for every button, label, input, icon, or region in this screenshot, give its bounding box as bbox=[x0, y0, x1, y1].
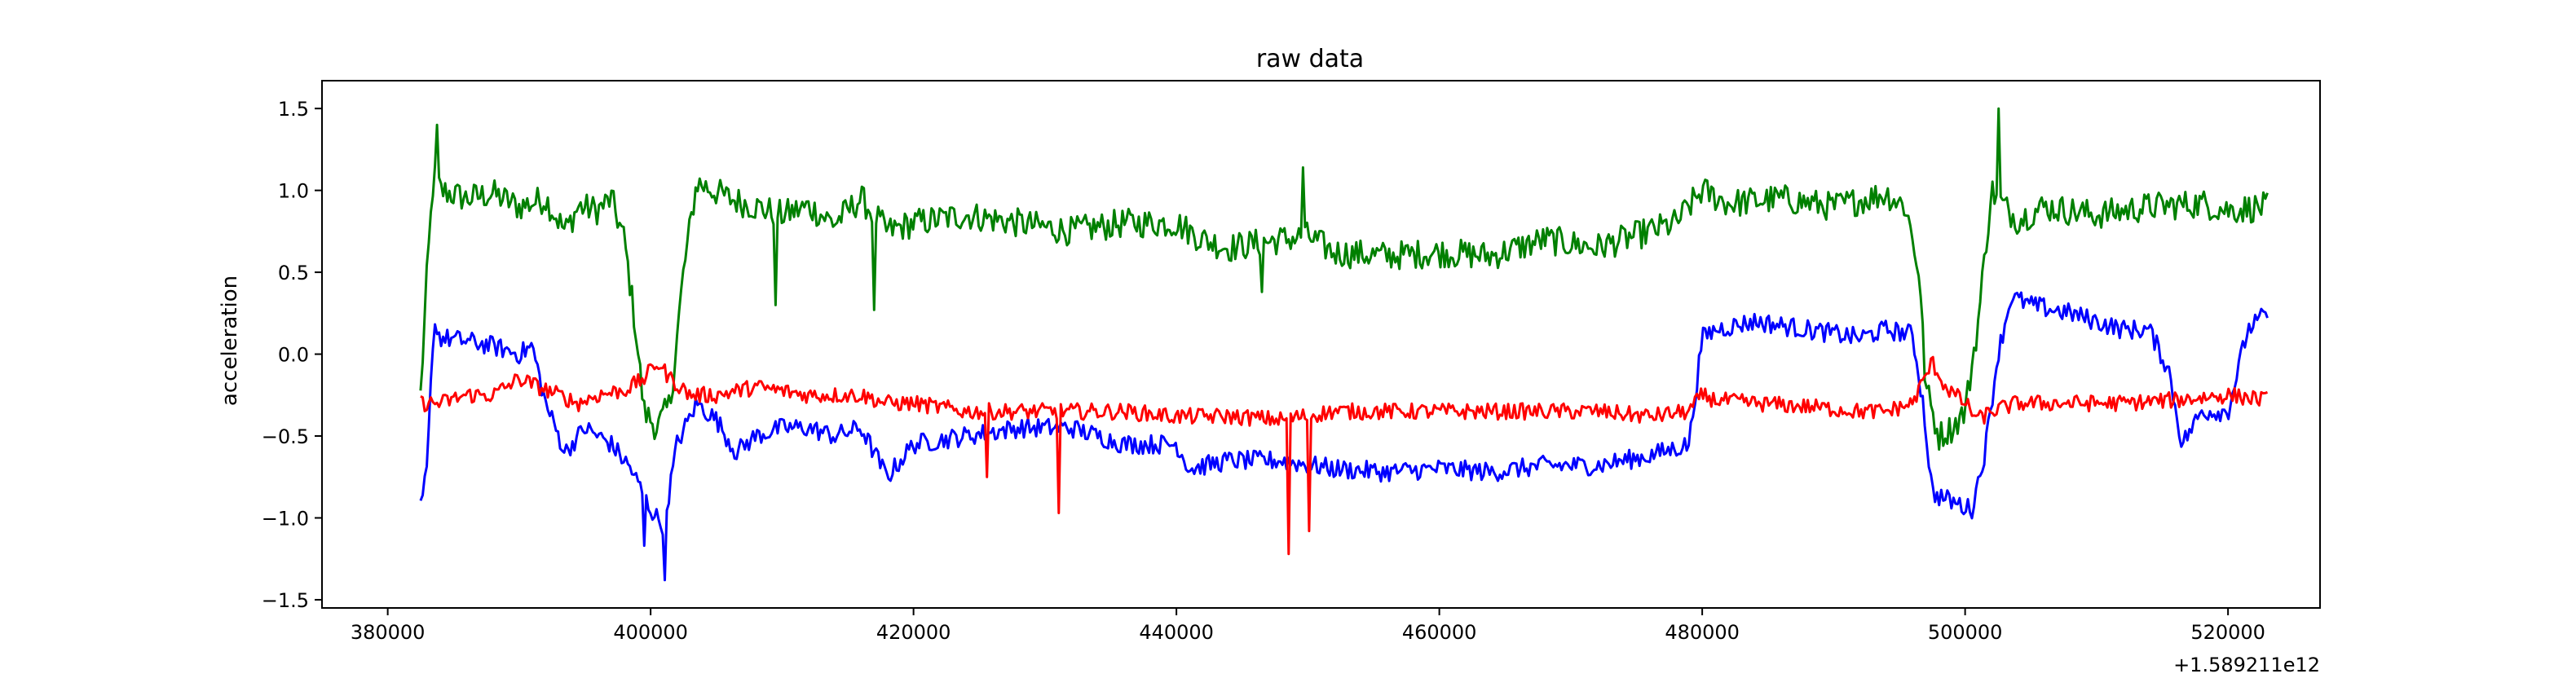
x-tick-label: 500000 bbox=[1928, 621, 2003, 644]
x-tick-label: 460000 bbox=[1402, 621, 1477, 644]
series-line-1 bbox=[419, 291, 2269, 582]
y-tick-label: 0.0 bbox=[278, 344, 309, 367]
x-tick-label: 440000 bbox=[1139, 621, 1214, 644]
y-tick-label: −0.5 bbox=[262, 425, 309, 448]
x-tick-label: 380000 bbox=[351, 621, 426, 644]
y-tick-label: −1.5 bbox=[262, 589, 309, 612]
x-tick-label: 400000 bbox=[613, 621, 688, 644]
series-line-0 bbox=[419, 107, 2269, 451]
chart-title: raw data bbox=[1256, 45, 1364, 73]
y-tick-label: −1.0 bbox=[262, 507, 309, 530]
x-offset-label: +1.589211e12 bbox=[2173, 654, 2320, 676]
plot-frame bbox=[321, 80, 2321, 609]
x-tick-label: 480000 bbox=[1665, 621, 1740, 644]
x-tick-label: 520000 bbox=[2190, 621, 2265, 644]
y-tick-label: 0.5 bbox=[278, 262, 309, 284]
y-tick-label: 1.0 bbox=[278, 180, 309, 203]
y-axis-label: acceleration bbox=[218, 275, 242, 406]
x-tick-label: 420000 bbox=[876, 621, 951, 644]
series-line-2 bbox=[420, 355, 2269, 556]
plot-area: 380000 400000 420000 440000 460000 480000 5000… bbox=[262, 80, 2321, 644]
y-tick-label: 1.5 bbox=[278, 98, 309, 121]
